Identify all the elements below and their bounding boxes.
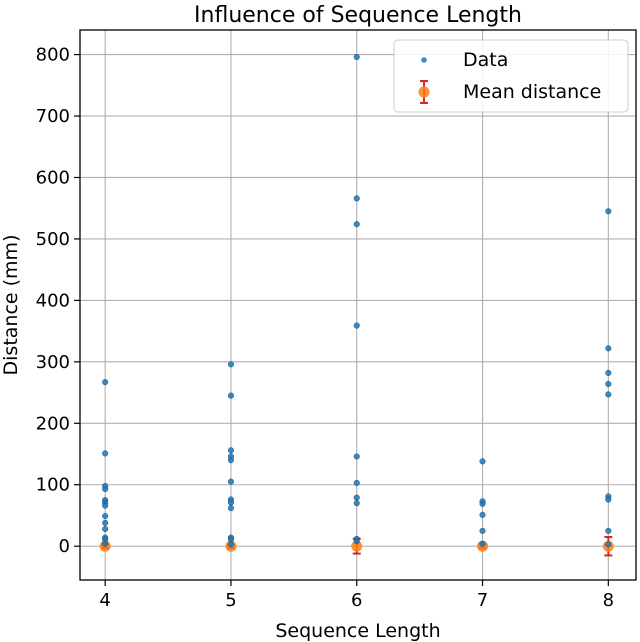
legend-mean-dot <box>418 86 430 98</box>
data-point <box>227 505 235 512</box>
data-point <box>353 479 360 486</box>
data-point <box>605 496 612 503</box>
data-point <box>353 453 360 460</box>
y-tick-label: 200 <box>36 413 70 434</box>
data-point <box>227 478 235 485</box>
data-point <box>102 540 109 547</box>
y-tick-label: 700 <box>36 106 70 127</box>
data-point <box>227 457 235 464</box>
y-tick-label: 0 <box>59 536 70 557</box>
data-point <box>102 450 109 457</box>
data-point <box>353 538 360 545</box>
x-tick-label: 6 <box>351 590 362 611</box>
data-point <box>605 527 612 534</box>
plot-frame <box>79 29 637 581</box>
data-point <box>102 379 109 386</box>
data-point <box>479 500 486 507</box>
y-tick-label: 100 <box>36 475 70 496</box>
x-axis-label: Sequence Length <box>275 620 440 642</box>
axis-ticks: 4 5 6 7 8 0 100 200 300 400 500 600 700 800 <box>36 45 614 611</box>
data-point <box>227 361 235 368</box>
legend-mean-marker <box>418 80 430 104</box>
data-point <box>353 322 360 329</box>
data-point <box>102 525 109 533</box>
data-point <box>102 519 109 526</box>
data-point <box>605 391 612 398</box>
data-point <box>353 494 360 501</box>
chart-title: Influence of Sequence Length <box>194 3 522 28</box>
y-axis-label: Distance (mm) <box>0 235 22 376</box>
x-tick-label: 7 <box>477 590 488 611</box>
data-point <box>353 195 360 202</box>
legend: Data Mean distance <box>393 39 629 113</box>
data-point <box>102 486 109 493</box>
y-tick-label: 300 <box>36 352 70 373</box>
data-point <box>479 511 486 518</box>
legend-data-marker <box>421 57 427 63</box>
data-point <box>605 208 612 215</box>
data-point <box>479 540 486 547</box>
x-tick-label: 8 <box>603 590 614 611</box>
data-point <box>102 513 109 520</box>
x-tick-label: 5 <box>225 590 236 611</box>
data-point <box>227 392 235 399</box>
data-point <box>605 541 612 548</box>
legend-box <box>393 39 629 113</box>
data-point <box>227 499 235 506</box>
y-tick-label: 500 <box>36 229 70 250</box>
data-point <box>353 500 360 507</box>
data-point <box>353 53 360 61</box>
legend-mean-label: Mean distance <box>463 81 601 103</box>
data-point <box>605 369 612 376</box>
data-points <box>102 53 612 548</box>
y-tick-label: 600 <box>36 167 70 188</box>
mean-marker <box>351 540 363 552</box>
data-point <box>102 502 109 509</box>
legend-data-label: Data <box>463 49 508 71</box>
data-point <box>479 458 486 465</box>
x-tick-label: 4 <box>99 590 110 611</box>
y-tick-label: 800 <box>36 45 70 66</box>
data-point <box>227 541 235 548</box>
data-point <box>353 221 360 228</box>
data-point <box>605 380 612 388</box>
data-point <box>479 527 486 534</box>
data-point <box>227 447 235 454</box>
data-point <box>605 345 612 352</box>
y-tick-label: 400 <box>36 290 70 311</box>
